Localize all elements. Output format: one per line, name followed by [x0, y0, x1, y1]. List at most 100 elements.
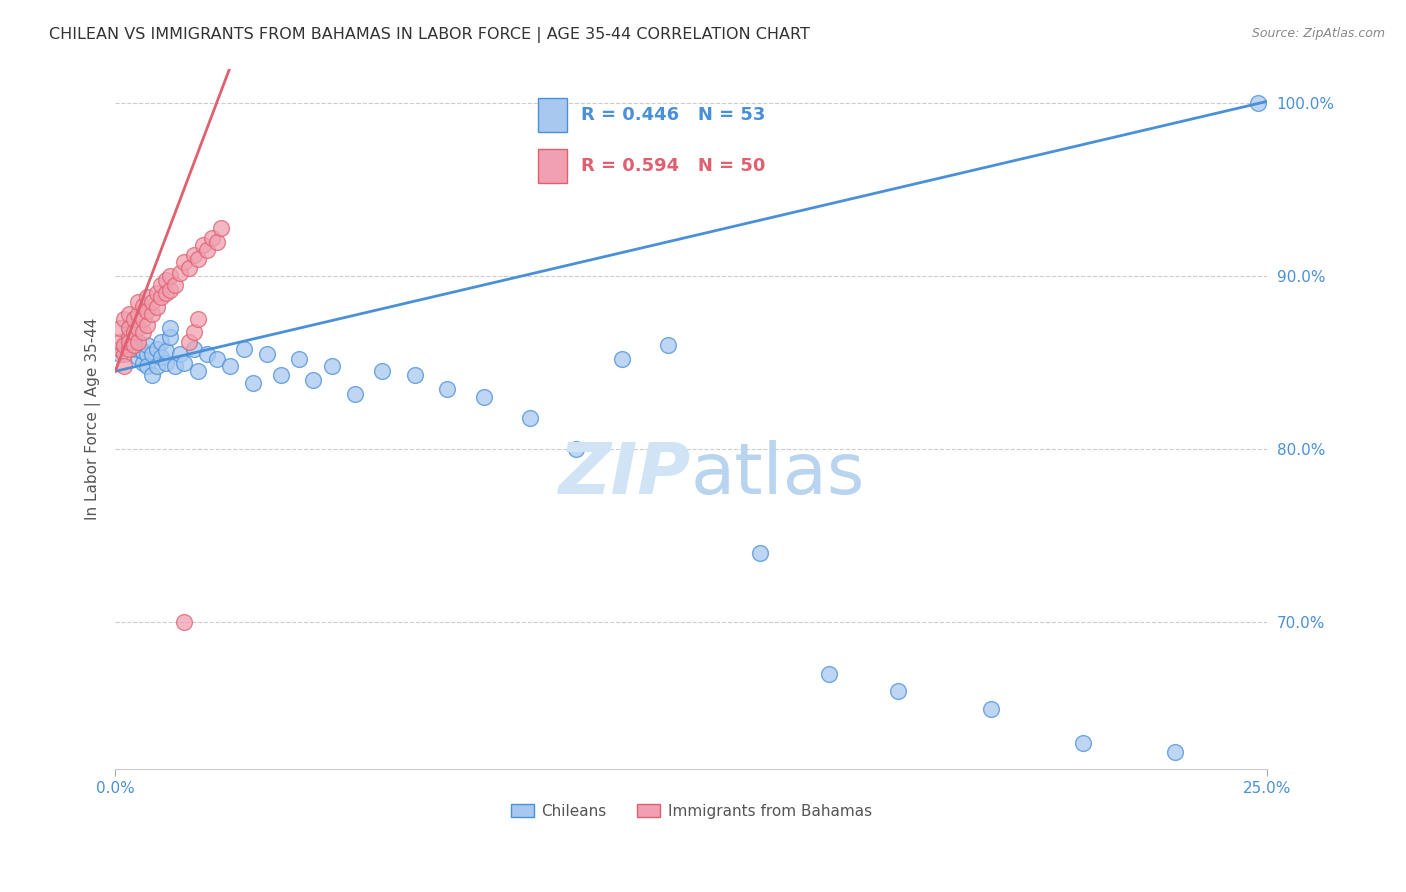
Immigrants from Bahamas: [183, 325, 205, 339]
Chileans: [233, 342, 256, 356]
Chileans: [195, 347, 218, 361]
Immigrants from Bahamas: [136, 318, 159, 332]
Chileans: [136, 338, 159, 352]
Immigrants from Bahamas: [159, 269, 181, 284]
Legend: Chileans, Immigrants from Bahamas: Chileans, Immigrants from Bahamas: [505, 797, 877, 825]
Immigrants from Bahamas: [187, 252, 209, 266]
Chileans: [118, 321, 141, 335]
Immigrants from Bahamas: [141, 295, 163, 310]
Chileans: [519, 411, 541, 425]
Chileans: [150, 351, 173, 365]
Immigrants from Bahamas: [127, 307, 149, 321]
Immigrants from Bahamas: [150, 277, 173, 292]
Chileans: [1247, 96, 1270, 111]
Chileans: [1071, 736, 1094, 750]
Immigrants from Bahamas: [183, 248, 205, 262]
Chileans: [657, 338, 679, 352]
Chileans: [288, 352, 311, 367]
Chileans: [404, 368, 426, 382]
Immigrants from Bahamas: [132, 312, 155, 326]
Immigrants from Bahamas: [141, 307, 163, 321]
Immigrants from Bahamas: [132, 325, 155, 339]
Immigrants from Bahamas: [177, 334, 200, 349]
Chileans: [108, 347, 131, 361]
Chileans: [472, 390, 495, 404]
Chileans: [610, 352, 633, 367]
Chileans: [302, 373, 325, 387]
Chileans: [150, 334, 173, 349]
Bar: [538, 98, 567, 132]
Immigrants from Bahamas: [108, 321, 131, 335]
Chileans: [321, 359, 343, 373]
Immigrants from Bahamas: [108, 334, 131, 349]
Chileans: [136, 359, 159, 373]
Immigrants from Bahamas: [201, 231, 224, 245]
Chileans: [159, 321, 181, 335]
Immigrants from Bahamas: [173, 615, 195, 630]
Immigrants from Bahamas: [127, 334, 149, 349]
Immigrants from Bahamas: [165, 277, 187, 292]
Immigrants from Bahamas: [159, 283, 181, 297]
Chileans: [173, 356, 195, 370]
Chileans: [145, 342, 167, 356]
Immigrants from Bahamas: [150, 290, 173, 304]
Chileans: [127, 351, 149, 365]
Immigrants from Bahamas: [155, 272, 177, 286]
Immigrants from Bahamas: [191, 238, 214, 252]
Chileans: [165, 359, 187, 373]
Chileans: [818, 667, 841, 681]
Chileans: [436, 382, 458, 396]
Immigrants from Bahamas: [127, 295, 149, 310]
Immigrants from Bahamas: [127, 321, 149, 335]
Text: CHILEAN VS IMMIGRANTS FROM BAHAMAS IN LABOR FORCE | AGE 35-44 CORRELATION CHART: CHILEAN VS IMMIGRANTS FROM BAHAMAS IN LA…: [49, 27, 810, 43]
Text: atlas: atlas: [692, 441, 866, 509]
Chileans: [122, 334, 145, 349]
Immigrants from Bahamas: [122, 338, 145, 352]
Chileans: [205, 352, 228, 367]
Immigrants from Bahamas: [122, 325, 145, 339]
Immigrants from Bahamas: [118, 329, 141, 343]
Immigrants from Bahamas: [118, 334, 141, 349]
Y-axis label: In Labor Force | Age 35-44: In Labor Force | Age 35-44: [86, 318, 101, 520]
Chileans: [565, 442, 588, 457]
Chileans: [187, 364, 209, 378]
Chileans: [145, 359, 167, 373]
Immigrants from Bahamas: [112, 338, 135, 352]
Chileans: [242, 376, 264, 391]
Chileans: [127, 342, 149, 356]
Chileans: [132, 343, 155, 358]
Immigrants from Bahamas: [136, 290, 159, 304]
Immigrants from Bahamas: [122, 312, 145, 326]
Immigrants from Bahamas: [118, 307, 141, 321]
Immigrants from Bahamas: [118, 321, 141, 335]
Immigrants from Bahamas: [132, 299, 155, 313]
Chileans: [1164, 745, 1187, 759]
Chileans: [122, 342, 145, 356]
Immigrants from Bahamas: [205, 235, 228, 249]
Text: Source: ZipAtlas.com: Source: ZipAtlas.com: [1251, 27, 1385, 40]
Chileans: [136, 347, 159, 361]
Immigrants from Bahamas: [177, 260, 200, 275]
Chileans: [343, 387, 366, 401]
Immigrants from Bahamas: [195, 243, 218, 257]
Chileans: [141, 368, 163, 382]
Chileans: [270, 368, 292, 382]
Immigrants from Bahamas: [155, 286, 177, 301]
Chileans: [219, 359, 242, 373]
Bar: [538, 149, 567, 183]
Chileans: [183, 342, 205, 356]
Chileans: [371, 364, 394, 378]
Chileans: [749, 546, 772, 560]
Immigrants from Bahamas: [108, 342, 131, 356]
Immigrants from Bahamas: [112, 347, 135, 361]
Chileans: [132, 356, 155, 370]
Immigrants from Bahamas: [209, 220, 232, 235]
Chileans: [256, 347, 278, 361]
Chileans: [169, 347, 191, 361]
Text: R = 0.594   N = 50: R = 0.594 N = 50: [581, 157, 765, 175]
Immigrants from Bahamas: [145, 286, 167, 301]
Immigrants from Bahamas: [169, 266, 191, 280]
Chileans: [112, 338, 135, 352]
Text: R = 0.446   N = 53: R = 0.446 N = 53: [581, 106, 765, 124]
Immigrants from Bahamas: [112, 359, 135, 373]
